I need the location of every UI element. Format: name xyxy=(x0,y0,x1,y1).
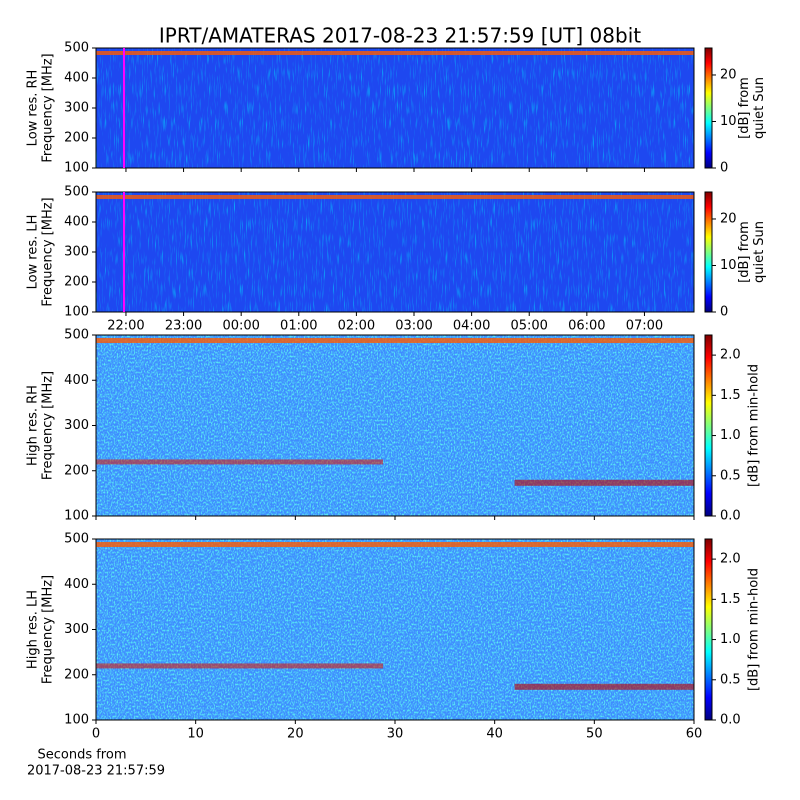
colorbar-tick-label: 0 xyxy=(720,161,728,176)
y-tick-label: 500 xyxy=(64,41,89,56)
colorbar xyxy=(704,191,713,313)
x-tick-label: 20 xyxy=(287,727,304,742)
x-tick-label: 60 xyxy=(686,727,703,742)
spectrogram-noise xyxy=(96,192,694,312)
x-tick-label: 0 xyxy=(92,727,100,742)
colorbar xyxy=(704,538,713,721)
y-axis-label: High res. RH xyxy=(26,385,41,466)
spectrogram-noise xyxy=(96,539,694,720)
y-tick-label: 400 xyxy=(64,215,89,230)
colorbar-tick-label: 1.0 xyxy=(720,632,741,647)
y-tick-label: 100 xyxy=(64,509,89,524)
x-tick-label: 07:00 xyxy=(626,319,663,334)
emission-band xyxy=(514,479,694,486)
x-tick-label: 00:00 xyxy=(222,319,259,334)
x-tick-label: 23:00 xyxy=(165,319,202,334)
top-band xyxy=(96,542,694,547)
colorbar-label: [dB] from xyxy=(737,77,752,139)
y-tick-label: 100 xyxy=(64,161,89,176)
x-tick-label: 04:00 xyxy=(453,319,490,334)
x-tick-label: 30 xyxy=(387,727,404,742)
emission-band xyxy=(96,663,384,669)
colorbar-tick-label: 1.5 xyxy=(720,388,741,403)
y-tick-label: 400 xyxy=(64,577,89,592)
y-tick-label: 400 xyxy=(64,71,89,86)
y-tick-label: 200 xyxy=(64,131,89,146)
y-axis-label: Frequency [MHz] xyxy=(41,575,56,684)
colorbar-tick-label: 1.5 xyxy=(720,592,741,607)
emission-band xyxy=(514,683,694,690)
y-tick-label: 200 xyxy=(64,667,89,682)
colorbar-tick-label: 2.0 xyxy=(720,552,741,567)
colorbar-tick-label: 10 xyxy=(720,114,737,129)
figure-title: IPRT/AMATERAS 2017-08-23 21:57:59 [UT] 0… xyxy=(159,24,641,48)
colorbar-label: [dB] from xyxy=(737,221,752,283)
y-tick-label: 300 xyxy=(64,245,89,260)
colorbar-tick-label: 20 xyxy=(720,67,737,82)
y-tick-label: 200 xyxy=(64,275,89,290)
x-tick-label: 10 xyxy=(187,727,204,742)
y-axis-label: Frequency [MHz] xyxy=(41,197,56,306)
colorbar xyxy=(704,334,713,517)
y-tick-label: 400 xyxy=(64,373,89,388)
top-band xyxy=(96,338,694,343)
top-band xyxy=(96,51,694,55)
colorbar-label: quiet Sun xyxy=(752,77,767,139)
colorbar-label: [dB] from min-hold xyxy=(747,364,762,487)
colorbar-tick-label: 1.0 xyxy=(720,428,741,443)
y-axis-label: Low res. RH xyxy=(26,70,41,147)
emission-band xyxy=(96,459,384,465)
colorbar-tick-label: 0.0 xyxy=(720,713,741,728)
colorbar-tick-label: 0.0 xyxy=(720,509,741,524)
top-band xyxy=(96,195,694,199)
y-axis-label: Frequency [MHz] xyxy=(41,371,56,480)
x-tick-label: 40 xyxy=(486,727,503,742)
colorbar-tick-label: 0 xyxy=(720,305,728,320)
x-tick-label: 03:00 xyxy=(395,319,432,334)
y-tick-label: 500 xyxy=(64,185,89,200)
colorbar-label: quiet Sun xyxy=(752,221,767,283)
x-tick-label: 50 xyxy=(586,727,603,742)
x-tick-label: 02:00 xyxy=(338,319,375,334)
colorbar-tick-label: 0.5 xyxy=(720,468,741,483)
x-tick-label: 06:00 xyxy=(568,319,605,334)
spectrogram-noise xyxy=(96,48,694,168)
y-tick-label: 300 xyxy=(64,418,89,433)
x-axis-label: Seconds from xyxy=(37,748,126,763)
x-tick-label: 22:00 xyxy=(107,319,144,334)
colorbar xyxy=(704,47,713,169)
y-tick-label: 200 xyxy=(64,463,89,478)
spectrogram-noise xyxy=(96,335,694,516)
y-axis-label: High res. LH xyxy=(26,590,41,669)
y-tick-label: 500 xyxy=(64,328,89,343)
colorbar-label: [dB] from min-hold xyxy=(747,568,762,691)
y-tick-label: 500 xyxy=(64,532,89,547)
y-tick-label: 100 xyxy=(64,305,89,320)
y-tick-label: 100 xyxy=(64,713,89,728)
y-axis-label: Frequency [MHz] xyxy=(41,53,56,162)
colorbar-tick-label: 10 xyxy=(720,258,737,273)
x-axis-label: 2017-08-23 21:57:59 xyxy=(27,764,165,779)
colorbar-tick-label: 0.5 xyxy=(720,672,741,687)
y-tick-label: 300 xyxy=(64,101,89,116)
y-axis-label: Low res. LH xyxy=(26,215,41,290)
y-tick-label: 300 xyxy=(64,622,89,637)
x-tick-label: 05:00 xyxy=(510,319,547,334)
colorbar-tick-label: 20 xyxy=(720,211,737,226)
colorbar-tick-label: 2.0 xyxy=(720,348,741,363)
x-tick-label: 01:00 xyxy=(280,319,317,334)
